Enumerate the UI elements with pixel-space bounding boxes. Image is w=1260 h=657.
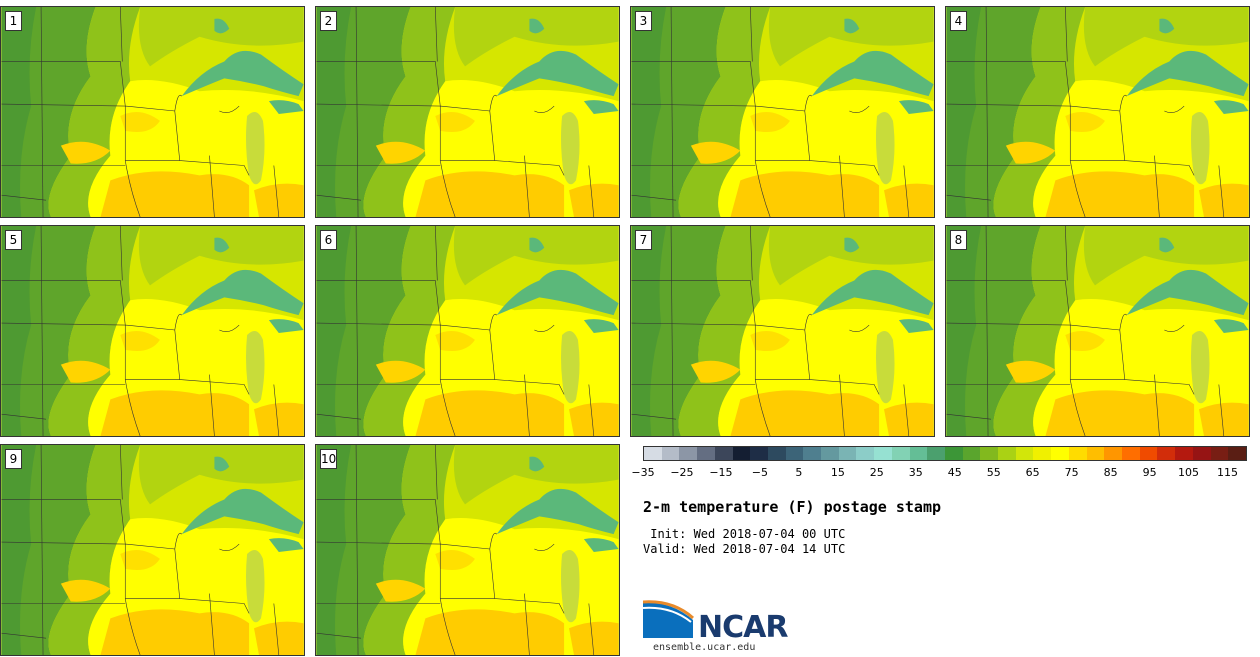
valid-time: Valid: Wed 2018-07-04 14 UTC — [643, 542, 846, 556]
panel-number: 8 — [950, 230, 967, 250]
colorbar-segment — [838, 447, 857, 460]
temperature-map — [631, 7, 934, 217]
map-panel-6: 6 — [315, 225, 620, 437]
colorbar-segment — [661, 447, 680, 460]
colorbar-segment — [1210, 447, 1229, 460]
temperature-map — [631, 226, 934, 436]
colorbar-segment — [909, 447, 928, 460]
colorbar-segment — [1228, 447, 1246, 460]
panel-number: 2 — [320, 11, 337, 31]
colorbar-segment — [1104, 447, 1122, 460]
colorbar-segment — [1121, 447, 1140, 460]
colorbar-segment — [856, 447, 875, 460]
map-panel-5: 5 — [0, 225, 305, 437]
colorbar-tick-label: 5 — [795, 466, 803, 479]
colorbar-tick-label: 55 — [986, 466, 1001, 479]
temperature-map — [1, 226, 304, 436]
colorbar-tick-label: −25 — [670, 466, 694, 479]
colorbar-segment — [679, 447, 698, 460]
panel-number: 5 — [5, 230, 22, 250]
ncar-logo-icon — [643, 600, 695, 638]
colorbar-ticks: −35 −25 −15 −5 5 15 25 35 45 55 65 75 85 95 105 115 — [631, 466, 1247, 482]
map-panel-3: 3 — [630, 6, 935, 218]
colorbar-segment — [1157, 447, 1176, 460]
colorbar — [643, 446, 1247, 461]
colorbar-segment — [785, 447, 804, 460]
panel-number: 9 — [5, 449, 22, 469]
map-panel-1: 1 — [0, 6, 305, 218]
colorbar-tick-label: −5 — [751, 466, 768, 479]
panel-number: 6 — [320, 230, 337, 250]
colorbar-segment — [962, 447, 981, 460]
colorbar-segment — [1192, 447, 1211, 460]
panel-number: 1 — [5, 11, 22, 31]
colorbar-segment — [697, 447, 715, 460]
colorbar-segment — [1175, 447, 1193, 460]
colorbar-segment — [750, 447, 768, 460]
colorbar-segment — [944, 447, 963, 460]
colorbar-segment — [891, 447, 910, 460]
plot-title: 2-m temperature (F) postage stamp — [643, 498, 942, 516]
colorbar-segment — [767, 447, 786, 460]
colorbar-segment — [714, 447, 733, 460]
colorbar-segment — [1139, 447, 1158, 460]
temperature-map — [946, 226, 1249, 436]
temperature-map — [316, 445, 619, 655]
panel-number: 10 — [320, 449, 337, 469]
colorbar-segment — [1033, 447, 1052, 460]
colorbar-tick-label: 15 — [830, 466, 845, 479]
temperature-map — [316, 7, 619, 217]
temperature-map — [1, 445, 304, 655]
colorbar-tick-label: −15 — [709, 466, 733, 479]
colorbar-segment — [1051, 447, 1069, 460]
colorbar-segment — [644, 447, 662, 460]
map-panel-10: 10 — [315, 444, 620, 656]
colorbar-segment — [803, 447, 822, 460]
colorbar-segment — [821, 447, 839, 460]
map-panel-7: 7 — [630, 225, 935, 437]
colorbar-tick-label: 65 — [1025, 466, 1040, 479]
colorbar-segment — [980, 447, 999, 460]
logo-text: NCAR — [698, 610, 788, 645]
colorbar-segment — [1086, 447, 1105, 460]
temperature-map — [946, 7, 1249, 217]
colorbar-segment — [1015, 447, 1034, 460]
colorbar-segment — [927, 447, 945, 460]
colorbar-tick-label: 95 — [1142, 466, 1157, 479]
temperature-map — [1, 7, 304, 217]
panel-number: 3 — [635, 11, 652, 31]
map-panel-4: 4 — [945, 6, 1250, 218]
map-panel-8: 8 — [945, 225, 1250, 437]
panel-number: 7 — [635, 230, 652, 250]
colorbar-tick-label: 115 — [1217, 466, 1239, 479]
colorbar-tick-label: 105 — [1178, 466, 1200, 479]
colorbar-tick-label: 75 — [1064, 466, 1079, 479]
map-panel-2: 2 — [315, 6, 620, 218]
map-panel-9: 9 — [0, 444, 305, 656]
colorbar-segment — [998, 447, 1016, 460]
colorbar-tick-label: 35 — [908, 466, 923, 479]
colorbar-segment — [732, 447, 751, 460]
init-time: Init: Wed 2018-07-04 00 UTC — [643, 527, 846, 541]
colorbar-tick-label: 25 — [869, 466, 884, 479]
temperature-map — [316, 226, 619, 436]
ensemble-url: ensemble.ucar.edu — [653, 642, 756, 653]
colorbar-tick-label: 45 — [947, 466, 962, 479]
colorbar-segment — [1068, 447, 1087, 460]
panel-number: 4 — [950, 11, 967, 31]
colorbar-tick-label: −35 — [631, 466, 655, 479]
colorbar-segment — [874, 447, 892, 460]
colorbar-tick-label: 85 — [1103, 466, 1118, 479]
